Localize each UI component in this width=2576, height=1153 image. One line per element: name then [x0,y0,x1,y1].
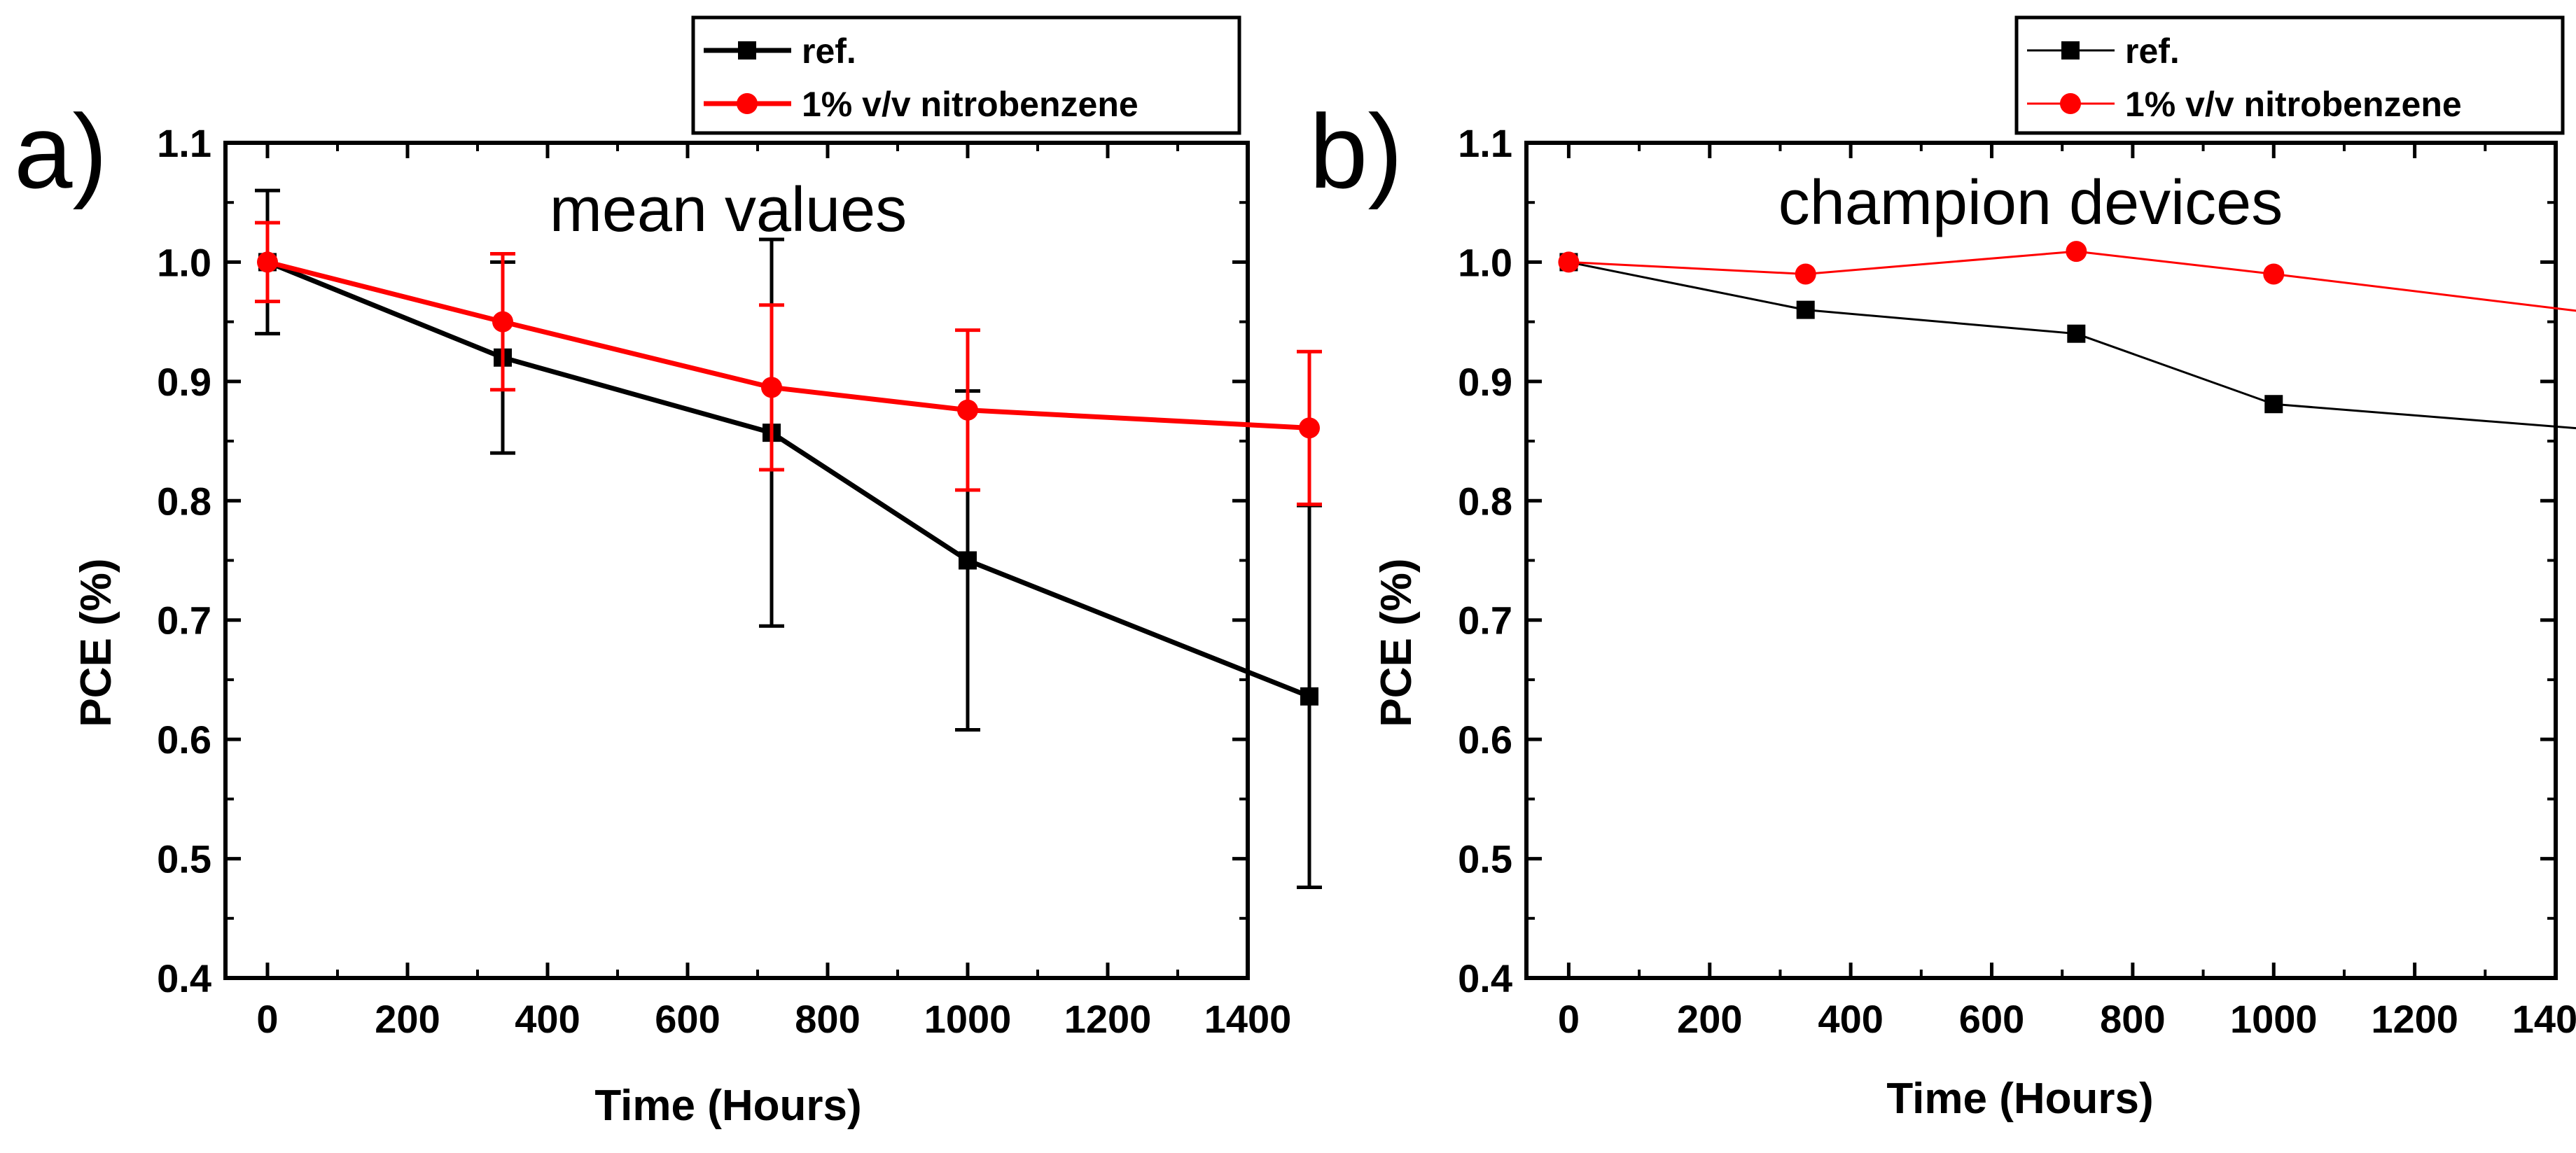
panel-b-legend-box [2014,15,2565,135]
panel-a-series-ref-point [959,551,977,570]
panel-a-legend: ref. 1% v/v nitrobenzene [691,15,1241,135]
panel-a-ylabel: PCE (%) [72,558,120,727]
panel-a-ytick-label: 0.9 [157,360,211,404]
panel-b-xtick-label: 0 [1558,997,1580,1041]
panel-a-series-ref-point [1300,687,1318,706]
panel-a-xtick-label: 600 [655,997,720,1041]
panel-b-series-ref-point [2264,395,2283,414]
panel-b-xtick-label: 600 [1959,997,2024,1041]
panel-b-series-nitrobenzene-point [2066,241,2087,263]
panel-a-frame [223,141,1250,980]
panel-b-legend-nb-label: 1% v/v nitrobenzene [2125,85,2462,124]
panel-a-legend-box [691,15,1241,135]
panel-a-xtick-label: 1400 [1204,997,1292,1041]
panel-b-legend-ref-label: ref. [2125,32,2180,71]
panel-b-legend-ref-marker [2061,41,2080,60]
panel-a-ytick-label: 0.7 [157,599,211,643]
panel-a-ytick-label: 1.1 [157,121,211,165]
panel-a-ytick-label: 0.4 [157,956,211,1000]
panel-a-legend-ref-label: ref. [802,32,856,71]
panel-a-xtick-label: 1000 [924,997,1012,1041]
panel-b: b) champion devices Time (Hours) PCE (%)… [1309,15,2576,1123]
panel-b-xtick-label: 1200 [2371,997,2458,1041]
panel-b-ytick-label: 0.4 [1458,956,1512,1000]
panel-b-annotation: champion devices [1778,168,2283,238]
panel-b-ytick-label: 0.8 [1458,479,1512,523]
panel-a-series-nitrobenzene-point [257,251,278,273]
panel-b-series-nitrobenzene-point [2263,263,2285,285]
panel-a-series-nitrobenzene-line [267,260,1310,431]
panel-a-xtick-label: 400 [515,997,580,1041]
panel-a-xlabel: Time (Hours) [594,1082,861,1130]
panel-a-series-nitrobenzene-point [957,399,978,421]
panel-a-xtick-label: 1200 [1064,997,1152,1041]
panel-b-xtick-label: 800 [2100,997,2165,1041]
panel-b-axes: 0 200 400 600 800 1000 1200 1400 0.4 0.5 0.6 0.7 0.8… [1458,121,2576,1041]
panel-a-legend-ref-marker [738,41,756,60]
panel-a-xtick-label: 800 [795,997,860,1041]
panel-a-ytick-label: 1.0 [157,240,211,284]
panel-a-legend-nb-marker [737,93,758,114]
panel-b-xlabel: Time (Hours) [1886,1075,2153,1123]
panel-b-legend: ref. 1% v/v nitrobenzene [2014,15,2565,135]
panel-a: a) mean values Time (Hours) PCE (%) 0 200… [14,15,1322,1130]
panel-a-axes: 0 200 400 600 800 1000 1200 1400 0.4 0.5 0.6 0.7 0.8… [157,121,1291,1041]
panel-a-plot-area [255,188,1322,889]
panel-b-series-nitrobenzene-point [1558,251,1580,273]
panel-a-xtick-label: 200 [375,997,440,1041]
panel-a-annotation: mean values [550,175,907,245]
panel-a-series-ref-line [266,260,1311,699]
panel-a-ytick-label: 0.5 [157,837,211,881]
panel-b-series-ref-point [2067,324,2086,343]
panel-b-series-ref-line [1568,260,2576,430]
panel-b-ytick-label: 0.5 [1458,837,1512,881]
panel-b-legend-nb-marker [2060,93,2081,114]
panel-b-series-ref-point [1796,300,1815,319]
panel-b-xtick-label: 400 [1818,997,1883,1041]
panel-b-plot-area [1558,241,2576,430]
panel-a-ytick-label: 0.8 [157,479,211,523]
panel-b-label: b) [1309,92,1402,210]
panel-b-ytick-label: 1.1 [1458,121,1512,165]
panel-b-ylabel: PCE (%) [1372,558,1421,727]
panel-a-series-nitrobenzene-point [761,377,782,398]
panel-b-xtick-label: 200 [1677,997,1742,1041]
panel-a-xtick-label: 0 [256,997,278,1041]
panel-a-ytick-label: 0.6 [157,718,211,762]
panel-a-series-nitrobenzene-point [492,311,513,333]
panel-b-series-nitrobenzene-point [1795,263,1816,285]
panel-b-xtick-label: 1000 [2230,997,2318,1041]
panel-b-xtick-label: 1400 [2512,997,2576,1041]
panel-b-ytick-label: 0.7 [1458,599,1512,643]
panel-b-ytick-label: 0.6 [1458,718,1512,762]
panel-a-legend-nb-label: 1% v/v nitrobenzene [802,85,1139,124]
panel-a-series-nitrobenzene-point [1299,417,1320,439]
panel-a-label: a) [14,92,107,210]
panel-b-ytick-label: 1.0 [1458,240,1512,284]
panel-b-ytick-label: 0.9 [1458,360,1512,404]
